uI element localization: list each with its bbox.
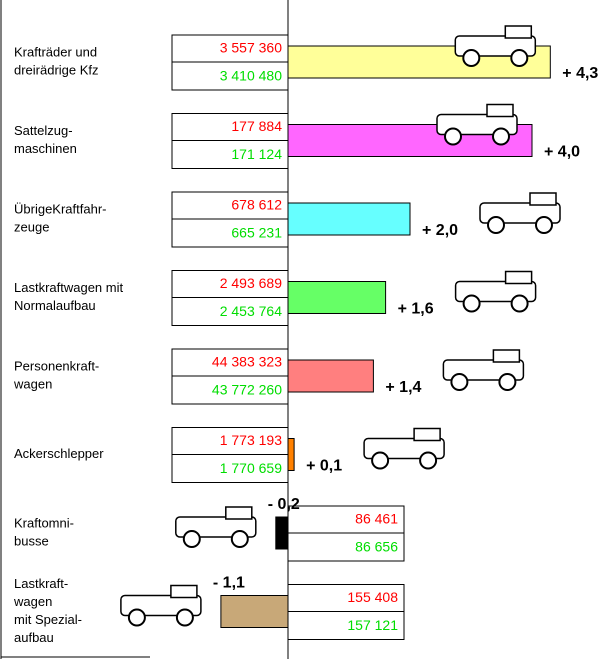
category-label: busse <box>14 533 49 548</box>
bar <box>275 516 289 550</box>
category-label: Krafträder und <box>14 44 97 59</box>
icon-wheel <box>498 373 517 391</box>
figure-bottom: 3 410 480 <box>220 68 282 84</box>
icon-wheel <box>230 530 249 548</box>
value-label: + 4,3 <box>562 65 598 82</box>
figure-top: 177 884 <box>231 118 282 134</box>
category-label: Personenkraft- <box>14 358 99 373</box>
bar <box>287 359 374 393</box>
bar <box>220 595 289 628</box>
icon-wheel <box>182 530 201 548</box>
figure-box <box>171 270 289 298</box>
figure-box <box>171 297 289 326</box>
figure-box <box>287 611 405 640</box>
figure-box <box>171 375 289 405</box>
vehicle-icon <box>479 192 561 234</box>
figure-bottom: 2 453 764 <box>220 303 282 319</box>
vehicle-icon <box>363 427 445 470</box>
icon-wheel <box>371 451 390 470</box>
figure-top: 86 461 <box>355 511 398 527</box>
category-label: wagen <box>13 594 52 609</box>
category-label: Normalaufbau <box>14 298 96 313</box>
icon-wheel <box>444 127 462 146</box>
value-label: + 0,1 <box>306 458 342 475</box>
icon-wheel <box>462 49 481 67</box>
value-label: + 1,6 <box>398 301 434 318</box>
category-label: aufbau <box>14 630 54 645</box>
category-label: Kraftomni- <box>14 515 74 530</box>
icon-cab <box>225 506 253 520</box>
figure-bottom: 157 121 <box>347 617 398 633</box>
icon-wheel <box>127 608 146 627</box>
category-label: Lastkraftwagen mit <box>14 280 123 295</box>
category-label: Lastkraft- <box>14 576 68 591</box>
figure-top: 2 493 689 <box>220 275 282 291</box>
category-label: zeuge <box>14 219 49 234</box>
vehicle-icon <box>454 270 537 313</box>
bar <box>287 202 411 236</box>
category-label: dreirädrige Kfz <box>14 62 99 77</box>
figure-box <box>171 218 289 248</box>
figure-box <box>171 427 289 455</box>
figure-bottom: 171 124 <box>231 146 282 162</box>
figure-top: 44 383 323 <box>212 354 282 370</box>
category-label: Ackerschlepper <box>14 446 104 461</box>
icon-wheel <box>462 294 481 313</box>
figure-top: 3 557 360 <box>220 40 282 56</box>
icon-cab <box>504 270 533 285</box>
category-label: maschinen <box>14 141 77 156</box>
bar <box>287 281 387 314</box>
figure-box <box>287 532 405 562</box>
icon-wheel <box>510 49 529 67</box>
icon-cab <box>413 427 441 442</box>
figure-bottom: 86 656 <box>355 539 398 555</box>
value-label: - 0,2 <box>268 496 300 513</box>
icon-wheel <box>510 294 529 313</box>
category-label: mit Spezial- <box>14 612 82 627</box>
category-label: Sattelzug- <box>14 123 73 138</box>
category-label: wagen <box>13 376 52 391</box>
vehicle-icon <box>436 103 518 146</box>
figure-bottom: 1 770 659 <box>220 460 282 476</box>
icon-wheel <box>535 216 553 234</box>
vehicle-icon <box>442 349 525 391</box>
icon-wheel <box>487 216 505 234</box>
vehicle-icon <box>175 506 257 548</box>
value-label: + 2,0 <box>422 222 458 239</box>
value-label: + 1,4 <box>385 379 421 396</box>
icon-wheel <box>450 373 469 391</box>
category-label: ÜbrigeKraftfahr- <box>14 201 106 216</box>
icon-wheel <box>175 608 194 627</box>
value-label: + 4,0 <box>544 144 580 161</box>
icon-cab <box>529 192 557 206</box>
bar <box>287 438 295 471</box>
figure-box <box>171 348 289 377</box>
icon-wheel <box>419 451 438 470</box>
figure-box <box>171 61 289 91</box>
icon-cab <box>504 25 533 39</box>
icon-cab <box>170 584 198 599</box>
figure-top: 155 408 <box>347 589 398 605</box>
figure-top: 1 773 193 <box>220 432 282 448</box>
value-label: - 1,1 <box>213 575 245 592</box>
icon-cab <box>492 349 521 363</box>
icon-wheel <box>492 127 510 146</box>
figure-bottom: 43 772 260 <box>212 382 282 398</box>
vehicle-icon <box>454 25 537 67</box>
vehicle-icon <box>120 584 202 627</box>
figure-bottom: 665 231 <box>231 225 282 241</box>
icon-cab <box>486 103 514 118</box>
figure-top: 678 612 <box>231 197 282 213</box>
